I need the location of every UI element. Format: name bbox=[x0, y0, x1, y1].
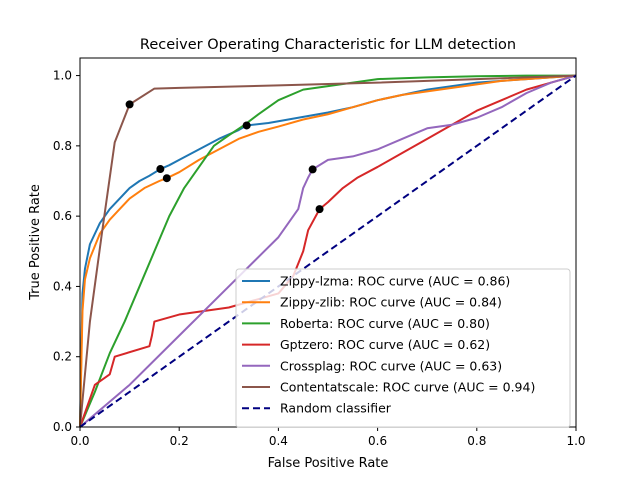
x-tick-label-2: 0.4 bbox=[269, 434, 288, 448]
y-tick-label-0: 0.0 bbox=[53, 420, 72, 434]
threshold-marker-4 bbox=[308, 165, 317, 174]
legend-label-3: Gptzero: ROC curve (AUC = 0.62) bbox=[280, 337, 490, 352]
legend-label-5: Contentatscale: ROC curve (AUC = 0.94) bbox=[280, 380, 535, 395]
threshold-marker-3 bbox=[242, 121, 251, 130]
x-tick-label-0: 0.0 bbox=[70, 434, 89, 448]
y-axis-label: True Positive Rate bbox=[28, 184, 43, 301]
x-axis: 0.0 0.2 0.4 0.6 0.8 1.0 bbox=[70, 427, 586, 448]
y-tick-label-2: 0.4 bbox=[53, 279, 72, 293]
legend-label-2: Roberta: ROC curve (AUC = 0.80) bbox=[280, 316, 490, 331]
series-line-0 bbox=[79, 74, 577, 428]
legend: Zippy-lzma: ROC curve (AUC = 0.86) Zippy-… bbox=[235, 268, 571, 428]
x-axis-label: False Positive Rate bbox=[268, 456, 389, 471]
y-tick-label-4: 0.8 bbox=[53, 139, 72, 153]
chart-title: Receiver Operating Characteristic for LL… bbox=[140, 37, 516, 53]
legend-label-6: Random classifier bbox=[280, 401, 392, 416]
y-tick-label-1: 0.2 bbox=[53, 350, 72, 364]
threshold-marker-0 bbox=[125, 100, 134, 109]
series-line-1 bbox=[79, 74, 577, 428]
threshold-marker-2 bbox=[162, 174, 171, 183]
y-axis: 0.0 0.2 0.4 0.6 0.8 1.0 bbox=[53, 69, 80, 434]
x-tick-label-4: 0.8 bbox=[467, 434, 486, 448]
threshold-marker-5 bbox=[315, 205, 324, 214]
series-line-2 bbox=[79, 74, 576, 428]
x-tick-label-3: 0.6 bbox=[368, 434, 387, 448]
legend-label-0: Zippy-lzma: ROC curve (AUC = 0.86) bbox=[280, 274, 510, 289]
x-tick-label-1: 0.2 bbox=[170, 434, 189, 448]
x-tick-label-5: 1.0 bbox=[566, 434, 585, 448]
series-line-6 bbox=[79, 74, 577, 428]
legend-box bbox=[235, 268, 571, 428]
legend-label-1: Zippy-zlib: ROC curve (AUC = 0.84) bbox=[280, 295, 502, 310]
y-tick-label-3: 0.6 bbox=[53, 209, 72, 223]
series-line-5 bbox=[79, 74, 577, 428]
threshold-marker-1 bbox=[156, 165, 165, 174]
plot-area bbox=[79, 74, 577, 428]
y-tick-label-5: 1.0 bbox=[53, 69, 72, 83]
series-line-3 bbox=[79, 74, 577, 428]
legend-label-4: Crossplag: ROC curve (AUC = 0.63) bbox=[280, 358, 502, 373]
